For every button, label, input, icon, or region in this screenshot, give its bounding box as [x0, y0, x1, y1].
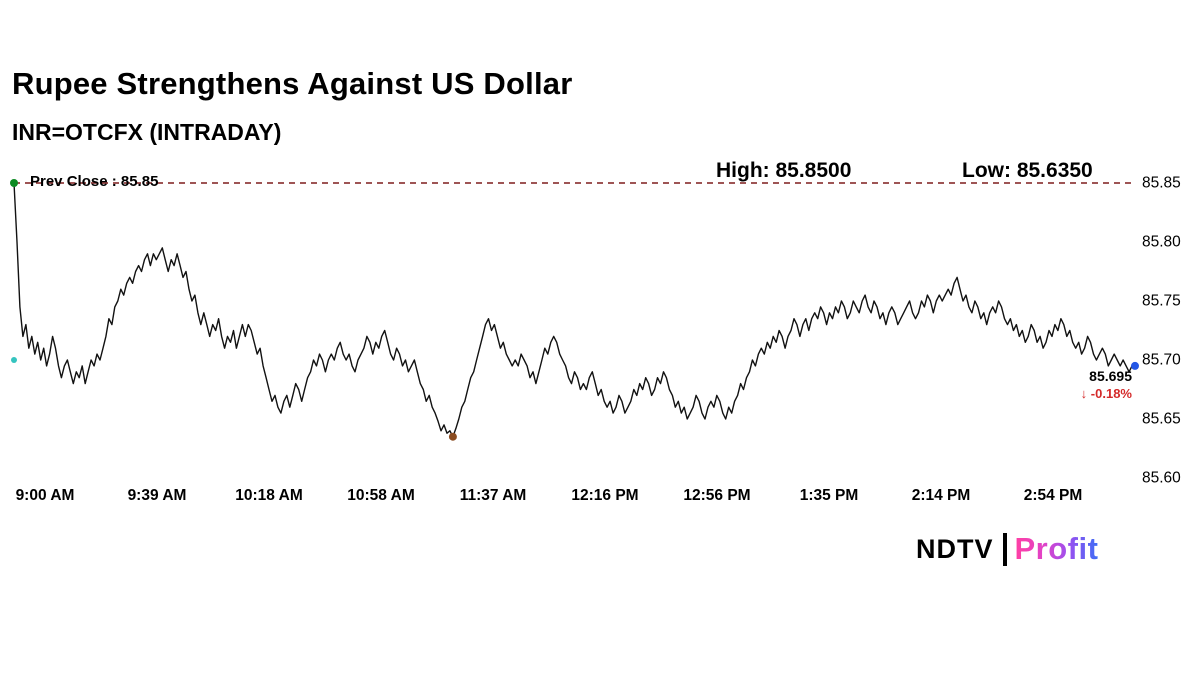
price-change-label: ↓ -0.18% [1081, 386, 1132, 401]
down-arrow-icon: ↓ [1080, 386, 1088, 401]
y-tick-label: 85.80 [1142, 234, 1181, 251]
y-tick-label: 85.60 [1142, 470, 1181, 487]
low-marker [448, 432, 457, 441]
low-label: Low: 85.6350 [962, 159, 1093, 182]
ndtv-profit-logo: NDTV Profit [916, 531, 1098, 567]
last-price-label: 85.695 [1089, 368, 1132, 384]
x-tick-label: 1:35 PM [800, 487, 859, 504]
x-tick-label: 11:37 AM [460, 487, 527, 504]
x-tick-label: 10:58 AM [347, 487, 414, 504]
symbol-subtitle: INR=OTCFX (INTRADAY) [12, 119, 282, 145]
y-tick-label: 85.70 [1142, 352, 1181, 369]
x-tick-label: 12:16 PM [571, 487, 638, 504]
high-label: High: 85.8500 [716, 159, 852, 182]
ndtv-logo-text: NDTV [916, 533, 994, 564]
y-tick-label: 85.75 [1142, 293, 1181, 310]
y-tick-label: 85.65 [1142, 411, 1181, 428]
page-title: Rupee Strengthens Against US Dollar [12, 66, 573, 101]
price-line [13, 182, 1135, 438]
x-tick-label: 9:00 AM [16, 487, 75, 504]
open-marker [11, 357, 17, 363]
prev-close-marker [10, 179, 18, 187]
x-tick-label: 10:18 AM [235, 487, 302, 504]
prev-close-label: Prev Close : 85.85 [30, 173, 159, 190]
x-tick-label: 2:14 PM [912, 487, 971, 504]
last-price-marker [1131, 361, 1139, 370]
logo-divider [1002, 532, 1007, 566]
x-tick-label: 12:56 PM [683, 487, 750, 504]
change-percent: -0.18% [1090, 386, 1132, 401]
x-tick-label: 2:54 PM [1024, 487, 1083, 504]
y-tick-label: 85.85 [1142, 175, 1181, 192]
profit-logo-text: Profit [1014, 531, 1099, 566]
x-tick-label: 9:39 AM [128, 487, 187, 504]
